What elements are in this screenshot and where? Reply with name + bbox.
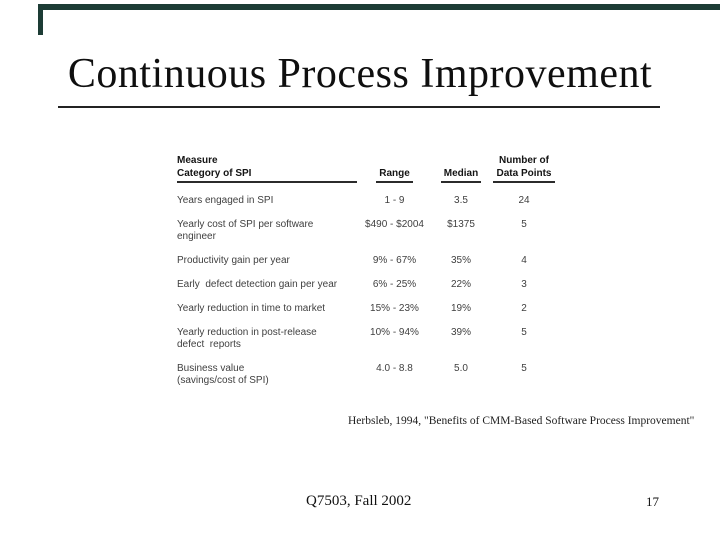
measure-cell: Yearly reduction in time to market — [177, 303, 326, 314]
range-cell: 10% - 94% — [370, 327, 419, 338]
median-cell: $1375 — [447, 219, 475, 230]
header-points-line1: Number of — [499, 155, 549, 166]
slide-frame-left-border — [38, 4, 43, 35]
header-range: Range — [357, 167, 432, 183]
points-cell: 4 — [521, 255, 527, 266]
range-cell: 1 - 9 — [384, 195, 405, 206]
range-cell: 4.0 - 8.8 — [376, 363, 413, 374]
measure-cell: Productivity gain per year — [177, 255, 290, 266]
header-points-line2: Data Points — [493, 167, 555, 183]
header-median-label: Median — [440, 167, 482, 183]
measure-cell: Yearly cost of SPI per software engineer — [177, 219, 314, 242]
measure-cell: Business value (savings/cost of SPI) — [177, 363, 269, 386]
header-range-label: Range — [376, 167, 413, 183]
table-row: Productivity gain per year 9% - 67% 35% … — [177, 255, 558, 267]
table-row: Yearly cost of SPI per software engineer… — [177, 219, 558, 243]
measure-cell: Years engaged in SPI — [177, 195, 274, 206]
slide-frame-top-border — [38, 4, 720, 10]
footer-course-label: Q7503, Fall 2002 — [306, 493, 412, 509]
header-data-points: Number of Data Points — [490, 154, 558, 183]
median-cell: 19% — [450, 303, 471, 314]
header-median: Median — [432, 167, 490, 183]
table-row: Yearly reduction in post-release defect … — [177, 327, 558, 351]
spi-results-table: Measure Category of SPI Range Median Num… — [177, 154, 558, 387]
source-citation: Herbsleb, 1994, "Benefits of CMM-Based S… — [348, 415, 695, 427]
range-cell: 15% - 23% — [370, 303, 419, 314]
table-row: Business value (savings/cost of SPI) 4.0… — [177, 363, 558, 387]
points-cell: 24 — [518, 195, 530, 206]
header-measure-line1: Measure — [177, 155, 218, 166]
points-cell: 5 — [521, 363, 527, 374]
median-cell: 22% — [450, 279, 471, 290]
table-body: Years engaged in SPI 1 - 9 3.5 24 Yearly… — [177, 195, 558, 387]
median-cell: 5.0 — [454, 363, 468, 374]
table-row: Early defect detection gain per year 6% … — [177, 279, 558, 291]
title-underline-rule — [58, 106, 660, 108]
table-row: Yearly reduction in time to market 15% -… — [177, 303, 558, 315]
range-cell: 9% - 67% — [372, 255, 417, 266]
range-cell: $490 - $2004 — [365, 219, 424, 230]
median-cell: 39% — [450, 327, 471, 338]
range-cell: 6% - 25% — [372, 279, 417, 290]
points-cell: 5 — [521, 219, 527, 230]
measure-cell: Early defect detection gain per year — [177, 279, 338, 290]
table-header-row: Measure Category of SPI Range Median Num… — [177, 154, 558, 183]
header-measure-line2: Category of SPI — [177, 168, 252, 179]
footer-page-number: 17 — [646, 494, 659, 509]
table-row: Years engaged in SPI 1 - 9 3.5 24 — [177, 195, 558, 207]
points-cell: 2 — [521, 303, 527, 314]
slide-title: Continuous Process Improvement — [67, 51, 653, 97]
median-cell: 3.5 — [454, 195, 468, 206]
header-measure-category: Measure Category of SPI — [177, 154, 357, 183]
points-cell: 5 — [521, 327, 527, 338]
points-cell: 3 — [521, 279, 527, 290]
median-cell: 35% — [450, 255, 471, 266]
measure-cell: Yearly reduction in post-release defect … — [177, 327, 317, 350]
